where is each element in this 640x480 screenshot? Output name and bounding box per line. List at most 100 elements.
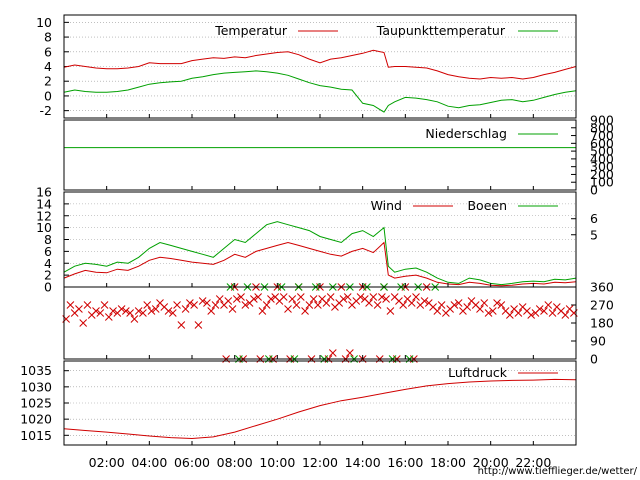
wind-direction-point xyxy=(382,295,390,303)
y-tick-label: 1015 xyxy=(20,428,52,443)
wind-direction-point xyxy=(228,305,237,313)
x-tick-label: 04:00 xyxy=(131,455,167,470)
legend-label: Boeen xyxy=(467,198,507,213)
x-tick-label: 12:00 xyxy=(302,455,338,470)
wind-direction-point xyxy=(203,299,211,307)
wind-direction-point xyxy=(463,303,472,311)
wind-direction-point xyxy=(279,293,288,301)
x-tick-label: 20:00 xyxy=(473,455,509,470)
wind-direction-point xyxy=(314,301,322,309)
wind-direction-point xyxy=(151,305,160,313)
legend-label: Luftdruck xyxy=(448,365,508,380)
y-tick-label: 270 xyxy=(590,298,614,313)
wind-direction-point xyxy=(399,301,408,309)
wind-direction-point xyxy=(373,301,382,309)
wind-direction-point xyxy=(147,307,156,315)
x-tick-label: 18:00 xyxy=(430,455,466,470)
wind-direction-point xyxy=(177,321,186,329)
wind-direction-point xyxy=(96,309,105,317)
wind-direction-point xyxy=(130,315,139,323)
wind-direction-point xyxy=(83,301,92,309)
y-tick-label: 1025 xyxy=(20,396,52,411)
wind-direction-point xyxy=(506,311,514,319)
wind-direction-point xyxy=(544,301,553,309)
time-axis: 02:00 04:00 06:00 08:00 10:00 12:00 14:00 16:00… xyxy=(89,114,551,470)
wind-direction-point xyxy=(497,301,506,309)
wind-direction-point xyxy=(92,307,100,315)
source-url: http://www.tiefflieger.de/wetter/ xyxy=(478,466,638,477)
wind-direction-point xyxy=(254,293,262,301)
x-tick-label: 22:00 xyxy=(515,455,551,470)
legend-label: Temperatur xyxy=(214,23,288,38)
x-tick-label: 06:00 xyxy=(174,455,210,470)
wind_direction-panel: 0 90 180 270 360 xyxy=(62,280,614,367)
series-line-pressure-0 xyxy=(63,378,577,440)
panel-frame xyxy=(63,286,577,360)
wind-direction-point xyxy=(450,301,459,309)
wind-direction-point xyxy=(343,293,352,301)
y-tick-label: 800 xyxy=(590,120,614,135)
y-tick-label: 2 xyxy=(44,74,52,89)
wind-direction-point xyxy=(454,299,463,307)
wind-direction-point xyxy=(420,297,429,305)
wind-direction-point xyxy=(143,301,152,309)
series-line-temperature-0 xyxy=(63,49,577,80)
wind-direction-point xyxy=(514,309,523,317)
y-tick-label: 100 xyxy=(590,175,614,190)
y-tick-label: 12 xyxy=(36,208,52,223)
wind-direction-point xyxy=(75,305,83,313)
y-tick-label: 8 xyxy=(44,30,52,45)
wind-direction-point xyxy=(288,295,297,303)
wind-direction-point xyxy=(258,307,267,315)
wind-direction-point xyxy=(322,299,331,307)
y-tick-label: 10 xyxy=(36,220,52,235)
y-tick-label: 200 xyxy=(590,167,614,182)
wind-direction-point xyxy=(250,295,258,303)
wind-direction-point xyxy=(309,295,318,303)
wind-direction-point xyxy=(493,299,501,307)
wind-direction-point xyxy=(328,349,337,357)
wind-direction-point xyxy=(232,295,241,303)
wind-direction-point xyxy=(433,307,442,315)
wind-direction-point xyxy=(292,301,301,309)
y-tick-label: 90 xyxy=(590,334,606,349)
y-tick-label: 180 xyxy=(590,316,614,331)
y-tick-label: 0 xyxy=(590,352,598,367)
wind-direction-point xyxy=(241,301,250,309)
y-tick-label: 900 xyxy=(590,113,614,128)
wind-direction-point xyxy=(476,305,484,313)
wind-direction-point xyxy=(164,307,173,315)
wind-direction-point xyxy=(527,311,536,319)
wind-direction-point xyxy=(326,293,335,301)
x-tick-label: 08:00 xyxy=(217,455,253,470)
wind-direction-point xyxy=(437,301,446,309)
wind-direction-point xyxy=(407,299,416,307)
wind-direction-point xyxy=(237,293,245,301)
wind-direction-point xyxy=(267,295,275,303)
y-tick-label: 2 xyxy=(44,268,52,283)
y-tick-label: 4 xyxy=(44,59,52,74)
wind-direction-point xyxy=(139,309,147,317)
legend-label: Taupunkttemperatur xyxy=(376,23,506,38)
wind-direction-point xyxy=(301,307,309,315)
wind-direction-point xyxy=(211,301,220,309)
wind-direction-point xyxy=(365,299,373,307)
wind-direction-point xyxy=(369,293,378,301)
wind-direction-point xyxy=(186,299,194,307)
wind-direction-point xyxy=(198,297,207,305)
wind-direction-point xyxy=(540,307,548,315)
y-tick-label: 400 xyxy=(590,151,614,166)
wind-direction-point xyxy=(194,321,203,329)
right-tick-label: 6 xyxy=(590,211,598,226)
series-line-wind-1 xyxy=(63,221,577,286)
y-tick-label: 600 xyxy=(590,136,614,151)
y-tick-label: 6 xyxy=(44,44,52,59)
right-tick-label: 5 xyxy=(590,227,598,242)
series-line-wind-0 xyxy=(63,241,577,287)
wind-direction-point xyxy=(224,297,233,305)
wind-direction-point xyxy=(484,309,493,317)
legend-label: Wind xyxy=(371,198,402,213)
wind-direction-point xyxy=(262,301,271,309)
y-tick-label: -2 xyxy=(40,103,52,118)
